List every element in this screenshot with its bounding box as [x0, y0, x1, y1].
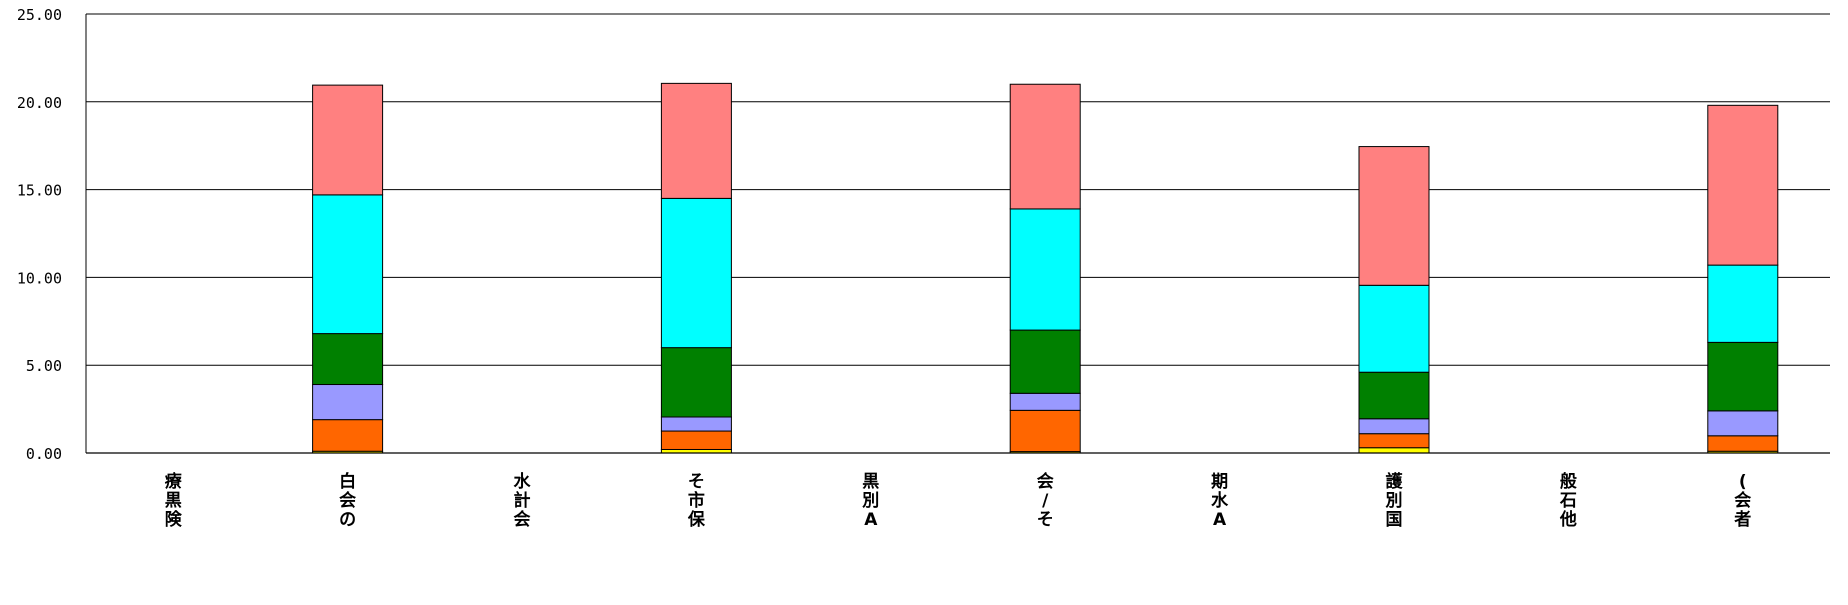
bar-segment [660, 430, 732, 450]
y-tick-label: 5.00 [26, 357, 62, 375]
x-tick-label: 会 [1037, 471, 1054, 492]
bar-segment [1707, 104, 1779, 266]
x-tick-label: 期 [1211, 472, 1228, 492]
x-tick-label: A [864, 510, 878, 530]
x-tick-label: 会 [514, 509, 531, 530]
x-tick-label: 黒 [862, 472, 879, 492]
bar-segment [1009, 392, 1081, 411]
x-tick-label: 白 [339, 471, 356, 492]
x-tick-label: A [1213, 510, 1227, 530]
x-tick-label: の [339, 510, 356, 530]
bar-segment [1009, 409, 1081, 453]
x-tick-label: 般 [1560, 471, 1577, 492]
y-tick-label: 25.00 [17, 6, 62, 24]
y-tick-label: 10.00 [17, 269, 62, 287]
x-tick-label: 黒 [165, 491, 182, 511]
x-tick-label: 石 [1559, 491, 1577, 511]
x-tick-label: 他 [1559, 509, 1577, 530]
bars [312, 82, 1779, 454]
y-tick-label: 20.00 [17, 94, 62, 112]
bar-segment [660, 197, 732, 349]
x-tick-label: / [1042, 491, 1049, 511]
bar-segment [1358, 433, 1430, 449]
bar-segment [312, 194, 384, 335]
x-tick-label: 市 [688, 490, 705, 511]
bar-segment [1009, 329, 1081, 394]
x-tick-label: 護 [1386, 471, 1404, 492]
bar-segment [1707, 410, 1779, 437]
bar-segment [660, 347, 732, 418]
x-tick-label: 水 [1211, 490, 1229, 511]
bar-segment [660, 416, 732, 432]
bar-segment [312, 384, 384, 421]
axes [85, 14, 1830, 454]
x-tick-label: 計 [514, 490, 531, 511]
bar-segment [312, 419, 384, 452]
bar-segment [312, 84, 384, 196]
x-tick-label: 者 [1733, 509, 1751, 530]
x-tick-label: 会 [1734, 490, 1751, 511]
x-tick-label: ( [1739, 472, 1747, 492]
x-tick-label: そ [1037, 510, 1054, 530]
bar-segment [312, 333, 384, 386]
y-tick-label: 15.00 [17, 182, 62, 200]
x-tick-label: 保 [687, 509, 706, 530]
bar-segment [1707, 435, 1779, 452]
x-tick-label: 別 [861, 491, 879, 511]
bar-segment [1358, 371, 1430, 420]
x-tick-label: 会 [339, 490, 356, 511]
x-tick-label: そ [688, 472, 705, 492]
bar-segment [1009, 83, 1081, 210]
bar-segment [1358, 447, 1430, 454]
bar-segment [1358, 418, 1430, 435]
y-tick-labels: 0.00 5.00 10.00 15.00 20.00 25.00 [17, 6, 62, 463]
x-tick-label: 険 [165, 509, 183, 530]
x-tick-label: 療 [165, 471, 183, 492]
bar-segment [1707, 341, 1779, 412]
bar-segment [1009, 208, 1081, 331]
bar-segment [660, 82, 732, 199]
x-tick-label: 別 [1385, 491, 1403, 511]
bar-segment [1358, 284, 1430, 373]
bar-segment [1707, 264, 1779, 343]
x-tick-label: 国 [1386, 510, 1403, 530]
x-tick-label: 水 [514, 471, 532, 492]
y-tick-label: 0.00 [26, 445, 62, 463]
bar-segment [1358, 146, 1430, 286]
